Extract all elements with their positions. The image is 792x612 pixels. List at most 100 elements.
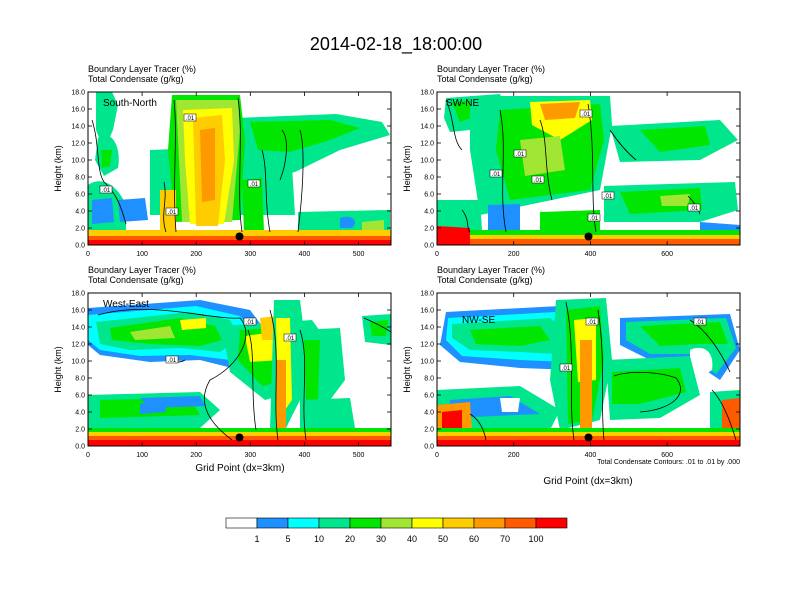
y-tick-label: 2.0 xyxy=(75,226,85,233)
y-tick-label: 12.0 xyxy=(420,342,434,349)
colorbar-label: 20 xyxy=(345,534,355,544)
colorbar-label: 10 xyxy=(314,534,324,544)
contour-label-box xyxy=(489,169,503,178)
y-tick-label: 12.0 xyxy=(420,141,434,148)
panel-header-condensate: Total Condensate (g/kg) xyxy=(437,74,533,84)
contour-label: .01 xyxy=(590,216,599,222)
contour-labels: .01 .01 .01 .01 xyxy=(99,113,261,216)
panel-header-tracer: Boundary Layer Tracer (%) xyxy=(437,64,545,74)
y-tick-label: 14.0 xyxy=(71,124,85,131)
panel-header-condensate: Total Condensate (g/kg) xyxy=(437,275,533,285)
panel-sw-ne: Boundary Layer Tracer (%) Total Condensa… xyxy=(402,64,741,258)
contour-label: .01 xyxy=(588,320,597,326)
contour-label-box xyxy=(99,185,113,194)
contour-label: .01 xyxy=(562,366,571,372)
x-tick-label: 0 xyxy=(86,452,90,459)
location-marker xyxy=(235,433,244,442)
x-tick-label: 200 xyxy=(190,452,202,459)
y-tick-label: 8.0 xyxy=(75,376,85,383)
location-marker xyxy=(235,232,244,241)
colorbar-swatch xyxy=(473,517,506,529)
condensate-field xyxy=(437,94,740,245)
plot-frame xyxy=(87,91,392,246)
x-axis-title-right: Grid Point (dx=3km) xyxy=(543,476,632,487)
colorbar-label: 40 xyxy=(407,534,417,544)
panel-label: West-East xyxy=(103,299,149,310)
y-tick-label: 16.0 xyxy=(420,107,434,114)
colorbar-label: 50 xyxy=(438,534,448,544)
location-marker xyxy=(584,232,593,241)
contour-label: .01 xyxy=(186,116,195,122)
colorbar-swatch xyxy=(256,517,289,529)
y-tick-label: 18.0 xyxy=(71,291,85,298)
panel-label: SW-NE xyxy=(446,98,479,109)
contour-label-box xyxy=(687,203,701,212)
colorbar-swatch xyxy=(442,517,475,529)
x-tick-label: 300 xyxy=(244,452,256,459)
panel-header-condensate: Total Condensate (g/kg) xyxy=(88,275,184,285)
y-axis-title: Height (km) xyxy=(53,346,63,393)
colorbar-label: 30 xyxy=(376,534,386,544)
y-tick-label: 10.0 xyxy=(420,359,434,366)
x-tick-label: 400 xyxy=(299,452,311,459)
y-tick-label: 16.0 xyxy=(71,308,85,315)
colorbar-swatch xyxy=(349,517,382,529)
y-tick-label: 0.0 xyxy=(424,444,434,451)
contour-label: .01 xyxy=(168,210,177,216)
contour-label: .01 xyxy=(582,112,591,118)
contour-label-box xyxy=(513,149,527,158)
y-tick-label: 2.0 xyxy=(75,427,85,434)
contour-lines xyxy=(91,97,304,233)
y-axis-title: Height (km) xyxy=(402,145,412,192)
colorbar-swatch xyxy=(287,517,320,529)
contour-label-box xyxy=(183,113,197,122)
plot-frame xyxy=(436,91,741,246)
colorbar-label: 60 xyxy=(469,534,479,544)
x-tick-label: 400 xyxy=(299,251,311,258)
y-tick-label: 12.0 xyxy=(71,342,85,349)
contour-label-box xyxy=(559,363,573,372)
contour-label: .01 xyxy=(516,152,525,158)
panel-west-east: Boundary Layer Tracer (%) Total Condensa… xyxy=(53,265,392,459)
contour-label: .01 xyxy=(604,194,613,200)
x-tick-label: 100 xyxy=(136,452,148,459)
y-tick-label: 0.0 xyxy=(75,444,85,451)
y-tick-label: 4.0 xyxy=(75,410,85,417)
y-tick-label: 6.0 xyxy=(424,192,434,199)
y-tick-label: 0.0 xyxy=(424,243,434,250)
axes: 0 100 200 300 400 500 0.0 2.0 4.0 6.0 8.0 10.0 12.0 1… xyxy=(53,291,392,459)
y-tick-label: 18.0 xyxy=(71,90,85,97)
x-tick-label: 200 xyxy=(190,251,202,258)
x-tick-label: 300 xyxy=(244,251,256,258)
contour-label: .01 xyxy=(250,182,259,188)
x-tick-label: 600 xyxy=(661,251,673,258)
colorbar-swatch xyxy=(318,517,351,529)
contour-label-box xyxy=(243,317,257,326)
y-tick-label: 6.0 xyxy=(75,393,85,400)
plot-frame xyxy=(436,292,741,447)
contour-label-box xyxy=(601,191,615,200)
y-tick-label: 18.0 xyxy=(420,90,434,97)
y-axis-title: Height (km) xyxy=(402,346,412,393)
y-tick-label: 12.0 xyxy=(71,141,85,148)
y-tick-label: 14.0 xyxy=(420,124,434,131)
axes: 0 100 200 300 400 500 0.0 2.0 4.0 6.0 8.0 10.0 12.0 1… xyxy=(53,90,392,258)
y-tick-label: 6.0 xyxy=(424,393,434,400)
contour-label-box xyxy=(693,317,707,326)
y-tick-label: 10.0 xyxy=(71,359,85,366)
colorbar-swatch xyxy=(535,517,568,529)
y-tick-label: 4.0 xyxy=(424,410,434,417)
contour-lines xyxy=(445,99,701,233)
colorbar-swatch xyxy=(504,517,537,529)
y-tick-label: 16.0 xyxy=(71,107,85,114)
y-tick-label: 4.0 xyxy=(424,209,434,216)
y-tick-label: 10.0 xyxy=(420,158,434,165)
contour-label-box xyxy=(247,179,261,188)
colorbar-swatch xyxy=(225,517,258,529)
contour-label-box xyxy=(165,207,179,216)
contour-label: .01 xyxy=(690,206,699,212)
colorbar-label: 1 xyxy=(254,534,259,544)
contour-label: .01 xyxy=(696,320,705,326)
x-axis-title-left: Grid Point (dx=3km) xyxy=(195,463,284,474)
